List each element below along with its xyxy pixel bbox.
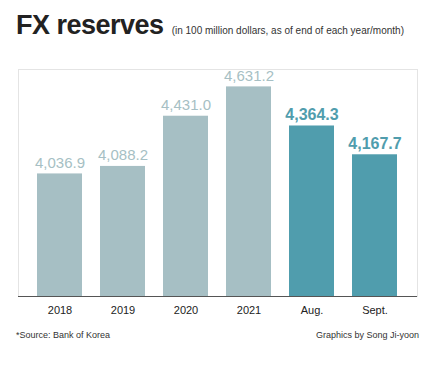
html-text:Graphics by Song Ji-yoon: Graphics by Song Ji-yoon (315, 330, 419, 340)
html-text:(in 100 million dollars, as of: (in 100 million dollars, as of end of ea… (171, 25, 404, 36)
html-text:FX reserves: FX reserves (16, 10, 164, 40)
svg-text:2018: 2018 (48, 304, 72, 316)
html-text:*Source: Bank of Korea: *Source: Bank of Korea (16, 330, 111, 340)
svg-text:2019: 2019 (111, 304, 135, 316)
svg-text:4,364.3: 4,364.3 (285, 106, 338, 123)
svg-text:2021: 2021 (237, 304, 261, 316)
svg-text:4,431.0: 4,431.0 (161, 96, 211, 113)
svg-text:4,631.2: 4,631.2 (224, 67, 274, 84)
svg-text:4,036.9: 4,036.9 (35, 154, 85, 171)
svg-text:2020: 2020 (174, 304, 198, 316)
svg-text:Aug.: Aug. (301, 304, 324, 316)
svg-text:4,088.2: 4,088.2 (98, 146, 148, 163)
svg-text:4,167.7: 4,167.7 (348, 135, 401, 152)
svg-text:Sept.: Sept. (362, 304, 388, 316)
